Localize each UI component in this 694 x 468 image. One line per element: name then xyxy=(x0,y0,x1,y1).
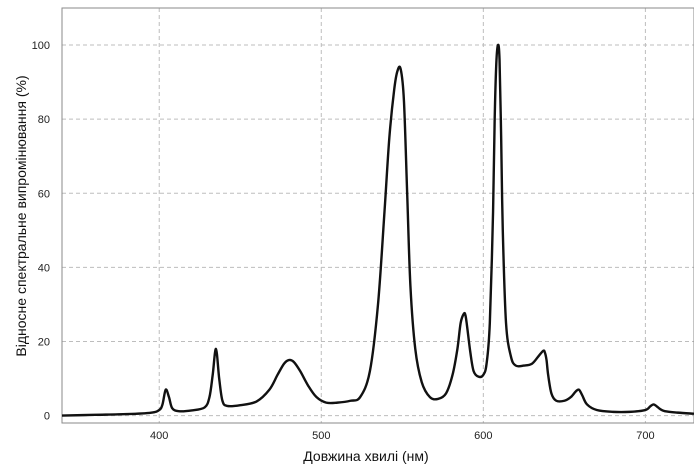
x-tick-label: 700 xyxy=(636,430,654,442)
y-tick-label: 60 xyxy=(38,188,50,200)
x-tick-label: 600 xyxy=(474,430,492,442)
x-axis-title: Довжина хвилі (нм) xyxy=(303,448,428,464)
y-tick-label: 40 xyxy=(38,262,50,274)
y-axis-title: Відносне спектральне випромінювання (%) xyxy=(13,75,29,356)
y-tick-label: 0 xyxy=(44,411,50,423)
grid xyxy=(62,8,694,423)
x-tick-labels: 400 500 600 700 xyxy=(150,430,655,442)
x-tick-label: 500 xyxy=(312,430,330,442)
y-tick-label: 100 xyxy=(32,40,50,52)
y-tick-labels: 0 20 40 60 80 100 xyxy=(32,40,50,423)
x-tick-label: 400 xyxy=(150,430,168,442)
y-tick-label: 20 xyxy=(38,336,50,348)
y-tick-label: 80 xyxy=(38,114,50,126)
spectrum-line xyxy=(61,43,694,417)
plot-frame xyxy=(61,7,694,424)
